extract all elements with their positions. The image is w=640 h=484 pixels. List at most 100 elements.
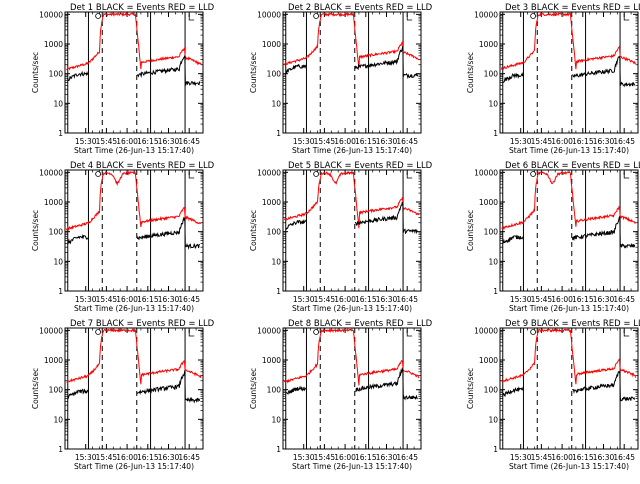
- lld-series-line: [283, 327, 420, 386]
- lld-series-line: [66, 11, 202, 71]
- panel-title: Det 8 BLACK = Events RED = LLD: [288, 319, 433, 329]
- x-tick-label: 16:45: [178, 453, 200, 462]
- y-tick-label: 10000: [39, 168, 63, 177]
- x-tick-label: 16:30: [158, 137, 180, 146]
- lld-series-line: [500, 11, 637, 70]
- y-tick-label: 1: [493, 287, 498, 296]
- x-tick-label: 16:15: [572, 295, 594, 304]
- panel-det-6: Det 6 BLACK = Events RED = LLD 1 10 100 1000…: [466, 161, 640, 313]
- events-series-line: [67, 370, 201, 404]
- marker-circle: [313, 329, 320, 335]
- x-tick-label: 16:30: [376, 453, 398, 462]
- panel-det-1: Det 1 BLACK = Events RED = LLD 1 10 100 1000…: [31, 3, 215, 155]
- events-series-line: [285, 367, 418, 401]
- y-tick-label: 1: [276, 129, 281, 138]
- marker-corner: [406, 14, 413, 21]
- y-tick-label: 10: [488, 415, 498, 424]
- x-tick-label: 16:30: [158, 295, 180, 304]
- x-axis-label: Start Time (26-Jun-13 15:17:40): [292, 462, 412, 471]
- y-tick-label: 100: [484, 386, 499, 395]
- marker-circle: [530, 329, 537, 335]
- x-tick-label: 15:45: [96, 295, 118, 304]
- x-tick-label: 16:45: [396, 295, 418, 304]
- x-tick-label: 15:45: [96, 453, 118, 462]
- y-tick-label: 1: [493, 445, 498, 454]
- marker-corner: [406, 172, 413, 179]
- y-tick-label: 10: [53, 415, 63, 424]
- x-axis-label: Start Time (26-Jun-13 15:17:40): [74, 462, 194, 471]
- panel-det-5: Det 5 BLACK = Events RED = LLD 1 10 100 1000…: [249, 161, 433, 313]
- x-tick-label: 16:30: [593, 137, 615, 146]
- marker-circle: [530, 13, 537, 19]
- y-tick-label: 10: [53, 257, 63, 266]
- marker-corner: [623, 172, 630, 179]
- x-tick-label: 16:45: [396, 137, 418, 146]
- y-tick-label: 1000: [44, 40, 63, 49]
- x-tick-label: 15:45: [314, 453, 336, 462]
- x-tick-label: 16:30: [593, 453, 615, 462]
- x-tick-label: 16:45: [178, 295, 200, 304]
- lld-series-line: [501, 170, 637, 231]
- panel-frame: [282, 11, 422, 134]
- marker-corner: [406, 330, 413, 337]
- y-tick-label: 100: [267, 386, 282, 395]
- x-tick-label: 16:00: [116, 295, 138, 304]
- y-tick-label: 100: [49, 228, 64, 237]
- lld-series-line: [66, 327, 202, 385]
- y-tick-label: 10: [488, 257, 498, 266]
- x-tick-label: 16:15: [137, 453, 159, 462]
- panel-det-8: Det 8 BLACK = Events RED = LLD 1 10 100 1000…: [249, 319, 433, 471]
- x-tick-label: 15:45: [531, 295, 553, 304]
- panel-title: Det 2 BLACK = Events RED = LLD: [288, 3, 433, 13]
- x-tick-label: 15:30: [510, 295, 532, 304]
- lld-series-line: [65, 170, 202, 232]
- marker-corner: [623, 330, 630, 337]
- y-tick-label: 1000: [262, 40, 281, 49]
- y-tick-label: 10: [488, 99, 498, 108]
- y-tick-label: 10: [271, 415, 281, 424]
- x-tick-label: 15:30: [293, 295, 315, 304]
- x-tick-label: 15:30: [510, 137, 532, 146]
- x-axis-label: Start Time (26-Jun-13 15:17:40): [74, 304, 194, 313]
- y-axis-label: Counts/sec: [466, 52, 475, 93]
- x-tick-label: 15:45: [314, 295, 336, 304]
- y-axis-label: Counts/sec: [249, 52, 258, 93]
- x-tick-label: 16:00: [551, 295, 573, 304]
- y-tick-label: 1000: [479, 356, 498, 365]
- x-tick-label: 16:15: [355, 295, 377, 304]
- y-tick-label: 10000: [474, 326, 498, 335]
- lld-series-line: [500, 328, 637, 385]
- y-tick-label: 1000: [44, 198, 63, 207]
- panel-frame: [64, 11, 204, 134]
- y-tick-label: 100: [484, 70, 499, 79]
- x-tick-label: 16:15: [137, 295, 159, 304]
- panel-det-2: Det 2 BLACK = Events RED = LLD 1 10 100 1000…: [249, 3, 433, 155]
- events-series-line: [67, 216, 201, 250]
- x-tick-label: 15:30: [510, 453, 532, 462]
- panel-det-7: Det 7 BLACK = Events RED = LLD 1 10 100 1000…: [31, 319, 215, 471]
- y-tick-label: 1000: [479, 40, 498, 49]
- y-tick-label: 1000: [44, 356, 63, 365]
- marker-corner: [623, 14, 630, 21]
- y-tick-label: 100: [49, 386, 64, 395]
- panel-frame: [499, 169, 639, 292]
- marker-corner: [188, 14, 195, 21]
- panel-frame: [64, 169, 204, 292]
- marker-circle: [95, 13, 102, 19]
- x-tick-label: 15:30: [75, 137, 97, 146]
- x-tick-label: 16:15: [572, 137, 594, 146]
- panel-title: Det 6 BLACK = Events RED = LLD: [505, 161, 640, 171]
- marker-corner: [188, 172, 195, 179]
- x-tick-label: 16:15: [355, 137, 377, 146]
- x-tick-label: 15:30: [75, 295, 97, 304]
- events-series-line: [502, 216, 636, 249]
- panel-frame: [64, 327, 204, 450]
- y-axis-label: Counts/sec: [31, 52, 40, 93]
- x-tick-label: 16:45: [613, 137, 635, 146]
- y-tick-label: 1: [493, 129, 498, 138]
- panel-title: Det 1 BLACK = Events RED = LLD: [70, 3, 215, 13]
- marker-circle: [95, 329, 102, 335]
- y-tick-label: 1000: [262, 198, 281, 207]
- x-tick-label: 16:00: [116, 137, 138, 146]
